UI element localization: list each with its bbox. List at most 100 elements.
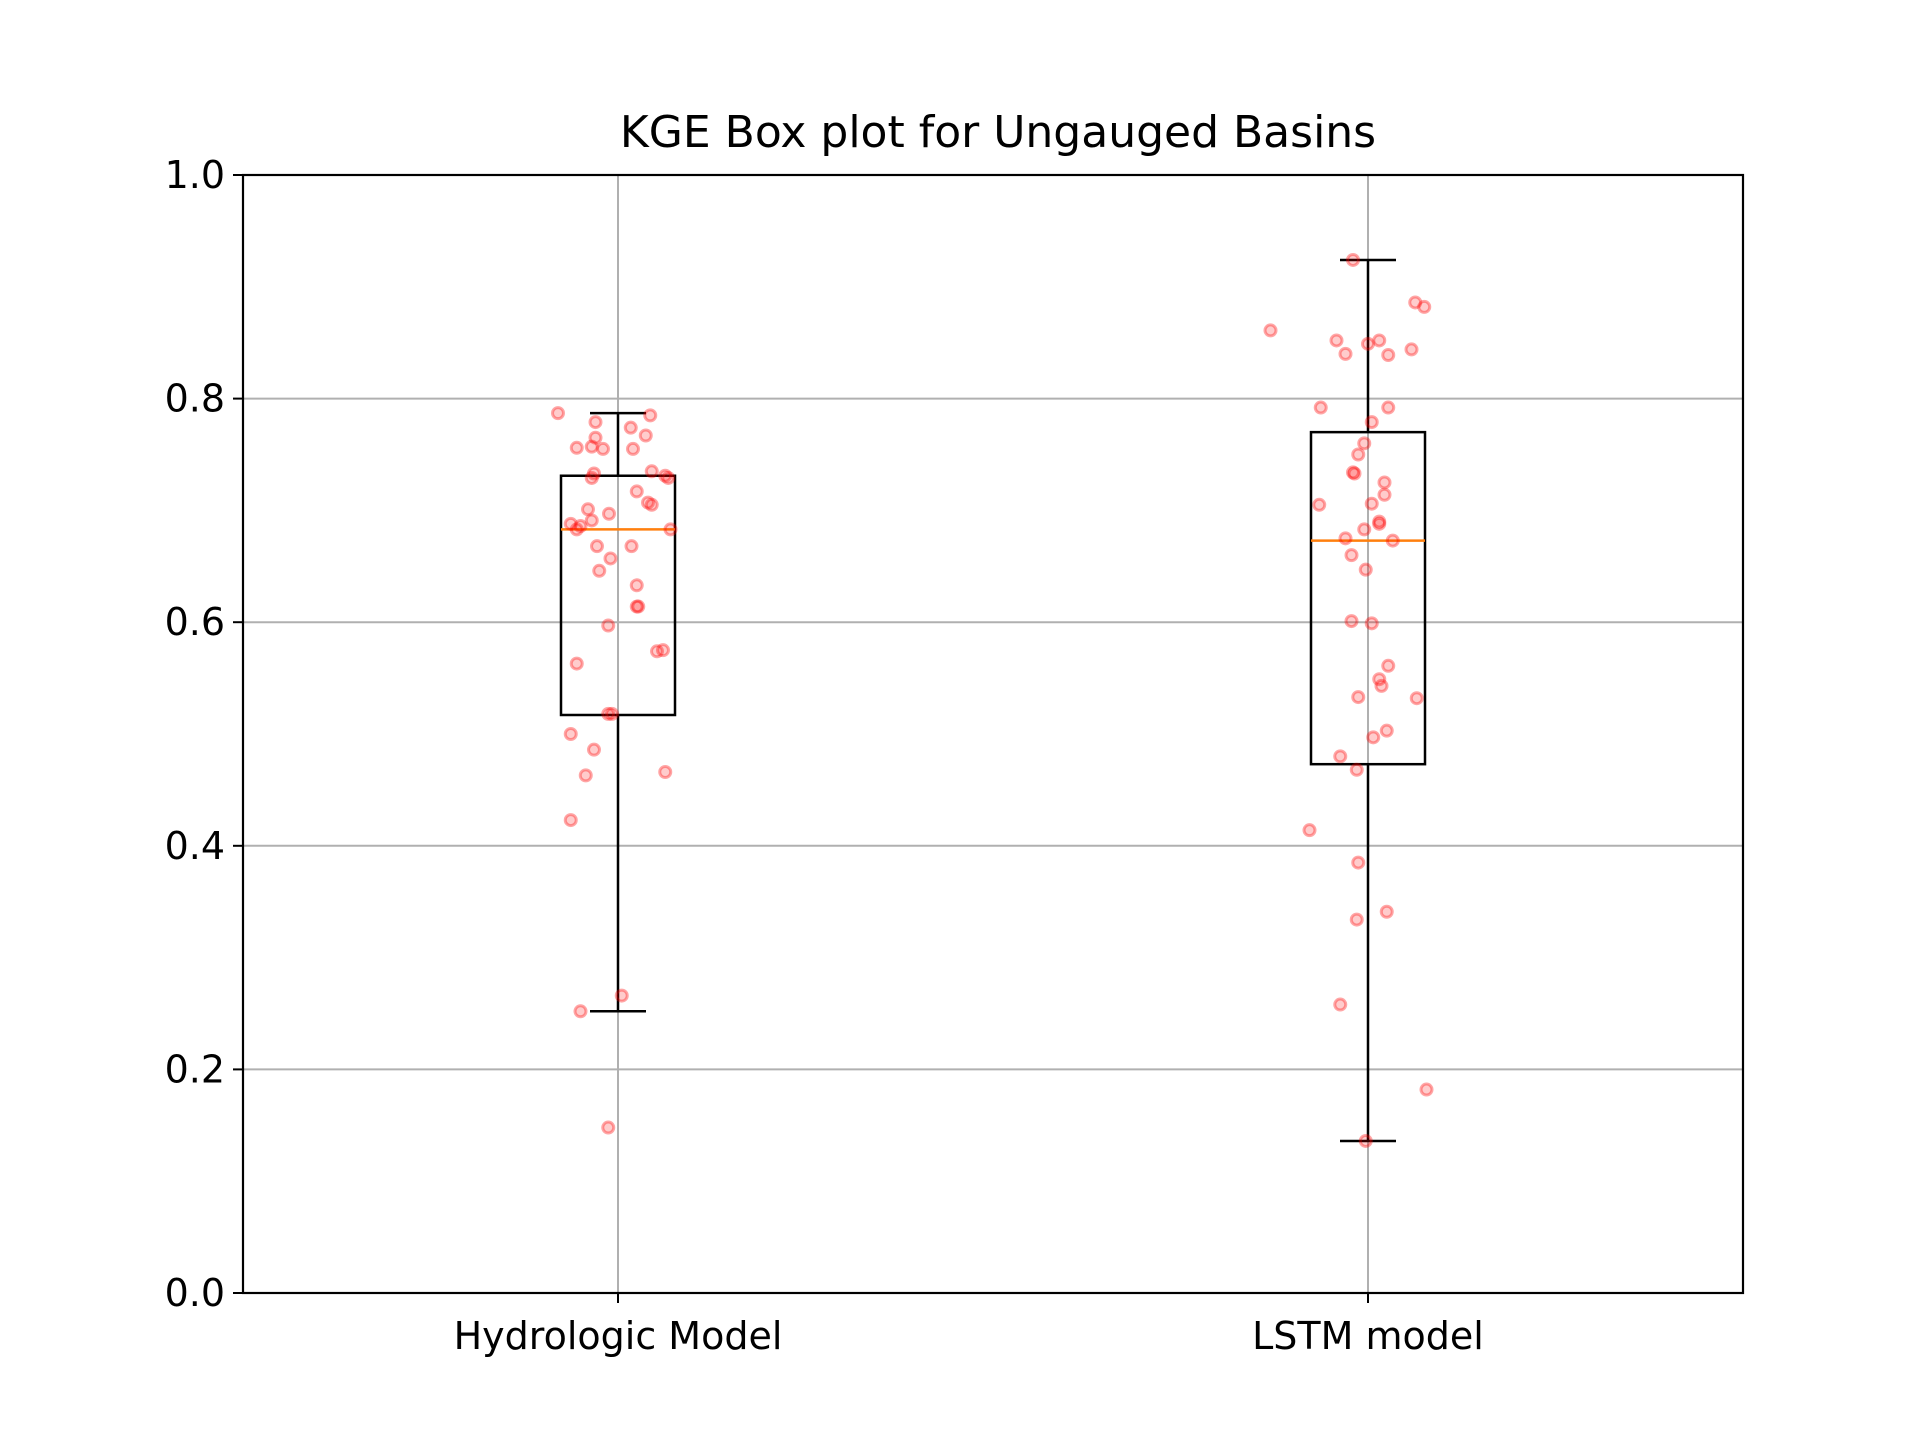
data-point: [1357, 522, 1372, 537]
data-point: [629, 484, 644, 499]
y-tick-label: 0.2: [165, 1047, 225, 1091]
data-point: [596, 441, 610, 456]
data-point: [661, 470, 676, 485]
data-point: [1358, 562, 1373, 577]
data-point: [626, 441, 640, 456]
data-point: [1349, 762, 1364, 777]
data-point: [1364, 415, 1379, 430]
data-point: [1364, 496, 1379, 511]
data-point: [590, 539, 604, 554]
data-point: [658, 468, 673, 483]
data-point: [1344, 614, 1359, 629]
data-point: [603, 551, 618, 566]
data-point: [584, 470, 599, 485]
jitter-points: [551, 252, 1434, 1148]
data-point: [1347, 466, 1362, 481]
data-point: [631, 599, 646, 614]
data-point: [602, 506, 616, 521]
data-point: [644, 464, 659, 479]
box-layer: [559, 258, 1427, 1143]
data-point: [584, 513, 599, 528]
data-point: [1419, 1082, 1434, 1097]
data-point: [1346, 465, 1360, 480]
data-point: [563, 516, 578, 531]
data-point: [1357, 436, 1372, 451]
data-point: [1381, 347, 1396, 362]
y-tick-label: 1.0: [165, 153, 225, 197]
data-point: [1329, 333, 1344, 348]
data-point: [551, 406, 565, 421]
data-point: [587, 742, 601, 757]
data-point: [1372, 672, 1387, 687]
data-point: [1351, 690, 1366, 705]
data-point: [1349, 912, 1364, 927]
data-point: [563, 727, 578, 741]
data-point: [1372, 333, 1387, 348]
data-point: [1385, 533, 1400, 548]
data-point: [1338, 346, 1353, 361]
data-point: [1313, 400, 1328, 415]
data-point: [641, 495, 655, 510]
data-point: [573, 1004, 588, 1019]
data-point: [601, 706, 616, 721]
data-point: [588, 415, 603, 430]
grid-lines: [243, 174, 1743, 1294]
data-point: [1351, 447, 1366, 462]
data-point: [1417, 299, 1432, 314]
data-point: [1263, 323, 1278, 338]
data-point: [1333, 997, 1348, 1012]
data-point: [569, 656, 584, 671]
data-point: [588, 430, 603, 445]
data-point: [601, 1120, 616, 1135]
iqr-box: [559, 474, 677, 717]
data-point: [1338, 531, 1353, 546]
data-point: [624, 539, 639, 554]
data-point: [1344, 548, 1359, 563]
data-point: [1377, 487, 1392, 502]
data-point: [1377, 475, 1392, 490]
data-point: [584, 439, 599, 454]
data-point: [1302, 823, 1317, 838]
iqr-box: [1309, 430, 1427, 766]
data-point: [1379, 723, 1394, 738]
chart-title: KGE Box plot for Ungauged Basins: [620, 107, 1376, 158]
data-point: [569, 440, 584, 455]
data-point: [1366, 730, 1381, 745]
data-point: [1312, 497, 1327, 512]
data-point: [623, 420, 638, 435]
data-point: [1379, 904, 1394, 919]
data-point: [1404, 342, 1419, 357]
data-point: [1374, 678, 1389, 693]
data-point: [1372, 514, 1387, 529]
data-point: [656, 643, 670, 658]
data-point: [629, 599, 644, 614]
data-point: [1372, 516, 1387, 531]
data-point: [581, 502, 595, 517]
data-point: [605, 706, 619, 721]
data-point: [650, 644, 664, 659]
y-tick-label: 0.4: [165, 824, 225, 868]
y-tick-label: 0.8: [165, 377, 225, 421]
data-point: [614, 988, 629, 1003]
data-point: [663, 522, 678, 537]
data-point: [1346, 252, 1360, 267]
x-tick-label: Hydrologic Model: [454, 1314, 783, 1358]
data-point: [638, 428, 653, 443]
data-point: [587, 466, 601, 481]
x-tick-label: LSTM model: [1252, 1314, 1484, 1358]
data-point: [1358, 1133, 1373, 1148]
data-point: [1351, 855, 1366, 870]
data-point: [629, 578, 644, 593]
axes: 0.0 0.2 0.4 0.6 0.8 1.0 Hydrologic Model LSTM m…: [165, 153, 1484, 1358]
y-tick-label: 0.6: [165, 600, 225, 644]
data-point: [1381, 400, 1396, 415]
y-tick-label: 0.0: [165, 1271, 225, 1315]
data-point: [592, 563, 607, 578]
data-point: [1408, 295, 1423, 310]
data-point: [643, 408, 658, 423]
data-point: [644, 497, 659, 512]
data-point: [1333, 749, 1348, 764]
data-point: [601, 618, 616, 633]
data-point: [563, 813, 578, 828]
